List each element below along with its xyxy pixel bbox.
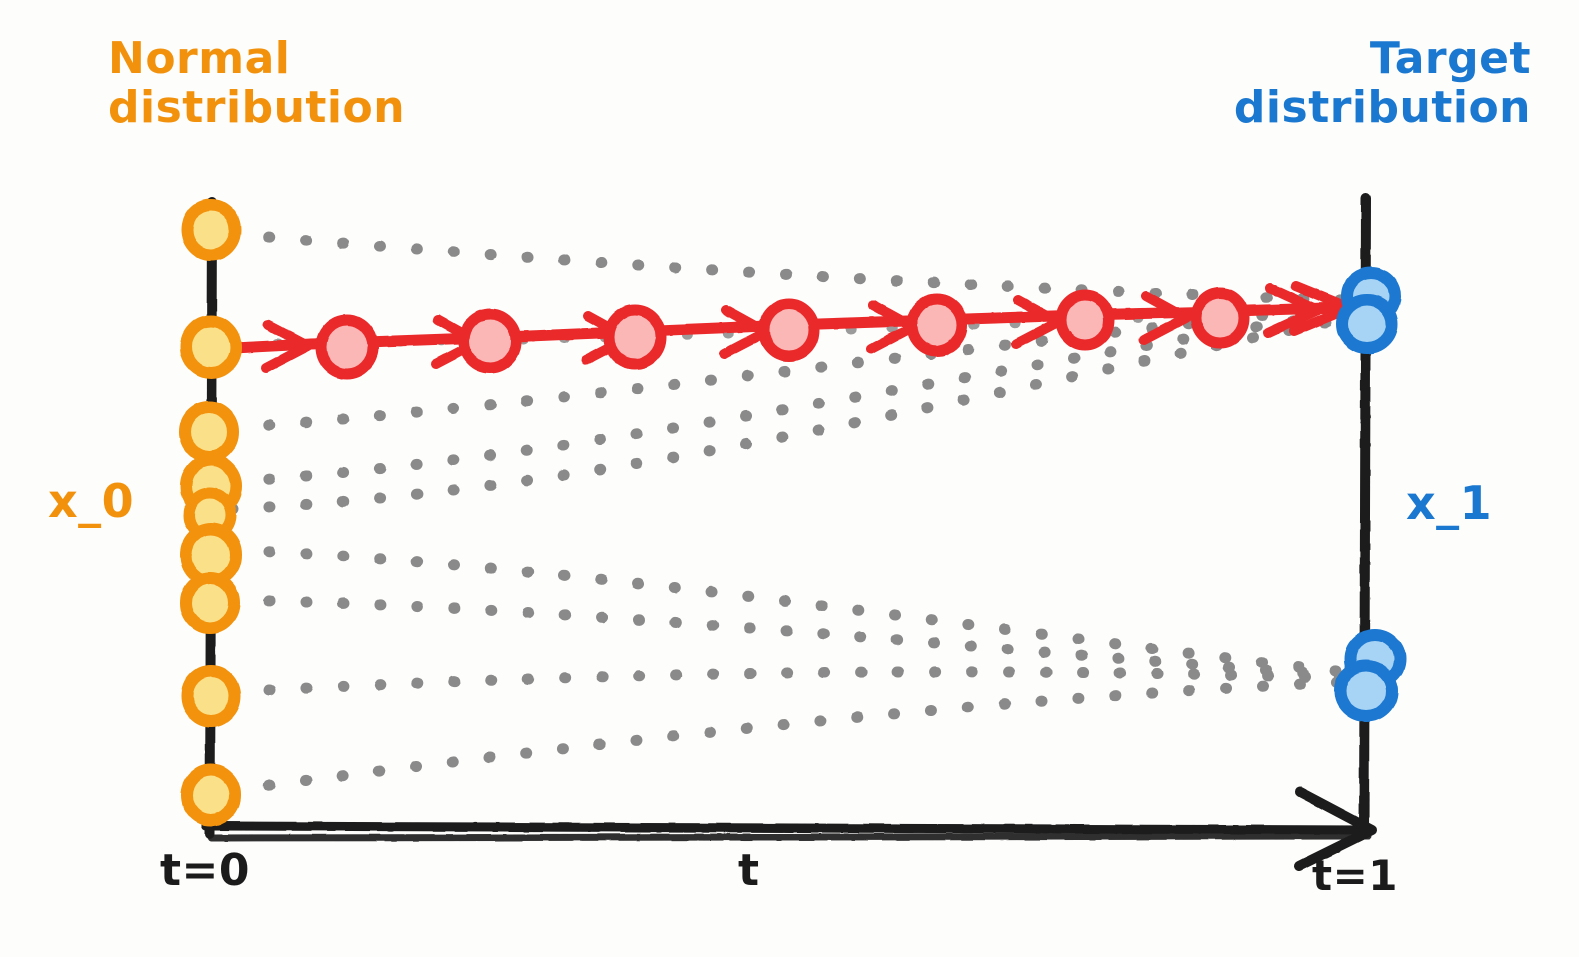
t-end-tick-label: t=1: [1312, 851, 1398, 900]
dotted-trajectories-group: [226, 228, 1356, 796]
x1-label: x_1: [1406, 476, 1493, 530]
x0-label: x_0: [48, 474, 135, 528]
x0-sample-7: [180, 572, 240, 634]
flow-marker-2: [458, 308, 522, 374]
flow-arrowhead-7: [1139, 291, 1191, 345]
x1-samples-group: [1334, 267, 1406, 722]
flow-marker-1: [315, 314, 379, 380]
x1-sample-4: [1334, 660, 1398, 722]
dotted-trajectory-2: [226, 300, 1354, 434]
time-axis-line-shadow: [208, 832, 1372, 842]
t-start-tick-label: t=0: [160, 845, 251, 896]
dotted-trajectory-1: [226, 228, 1351, 306]
x0-samples-group: [179, 199, 242, 826]
dotted-trajectory-3: [226, 306, 1356, 488]
dotted-trajectory-7: [226, 666, 1351, 698]
flow-marker-3: [603, 304, 667, 370]
time-axis-arrowhead: [1294, 787, 1377, 871]
target-distribution-label: Target distribution: [1233, 33, 1531, 134]
flow-arrowhead-1: [261, 320, 313, 373]
t-axis-label: t: [738, 845, 760, 896]
x0-sample-9: [181, 764, 241, 826]
normal-distribution-label: Normal distribution: [108, 33, 406, 134]
x0-sample-1: [181, 199, 241, 261]
flow-marker-5: [906, 293, 968, 357]
flow-marker-6: [1055, 289, 1115, 351]
flow-markers: [315, 287, 1250, 380]
dotted-trajectory-6: [226, 594, 1351, 682]
x1-sample-2: [1336, 294, 1398, 354]
x0-sample-8: [181, 665, 241, 727]
time-axis-line: [201, 821, 1375, 835]
flow-arrowhead-8: [1263, 283, 1323, 338]
x0-sample-2: [180, 315, 242, 379]
dotted-trajectory-8: [226, 676, 1351, 796]
flow-path-group: [208, 281, 1362, 380]
flow-marker-7: [1190, 287, 1250, 349]
x0-sample-3: [179, 401, 239, 463]
dotted-trajectory-5: [226, 544, 1351, 678]
flow-marker-4: [758, 298, 820, 362]
